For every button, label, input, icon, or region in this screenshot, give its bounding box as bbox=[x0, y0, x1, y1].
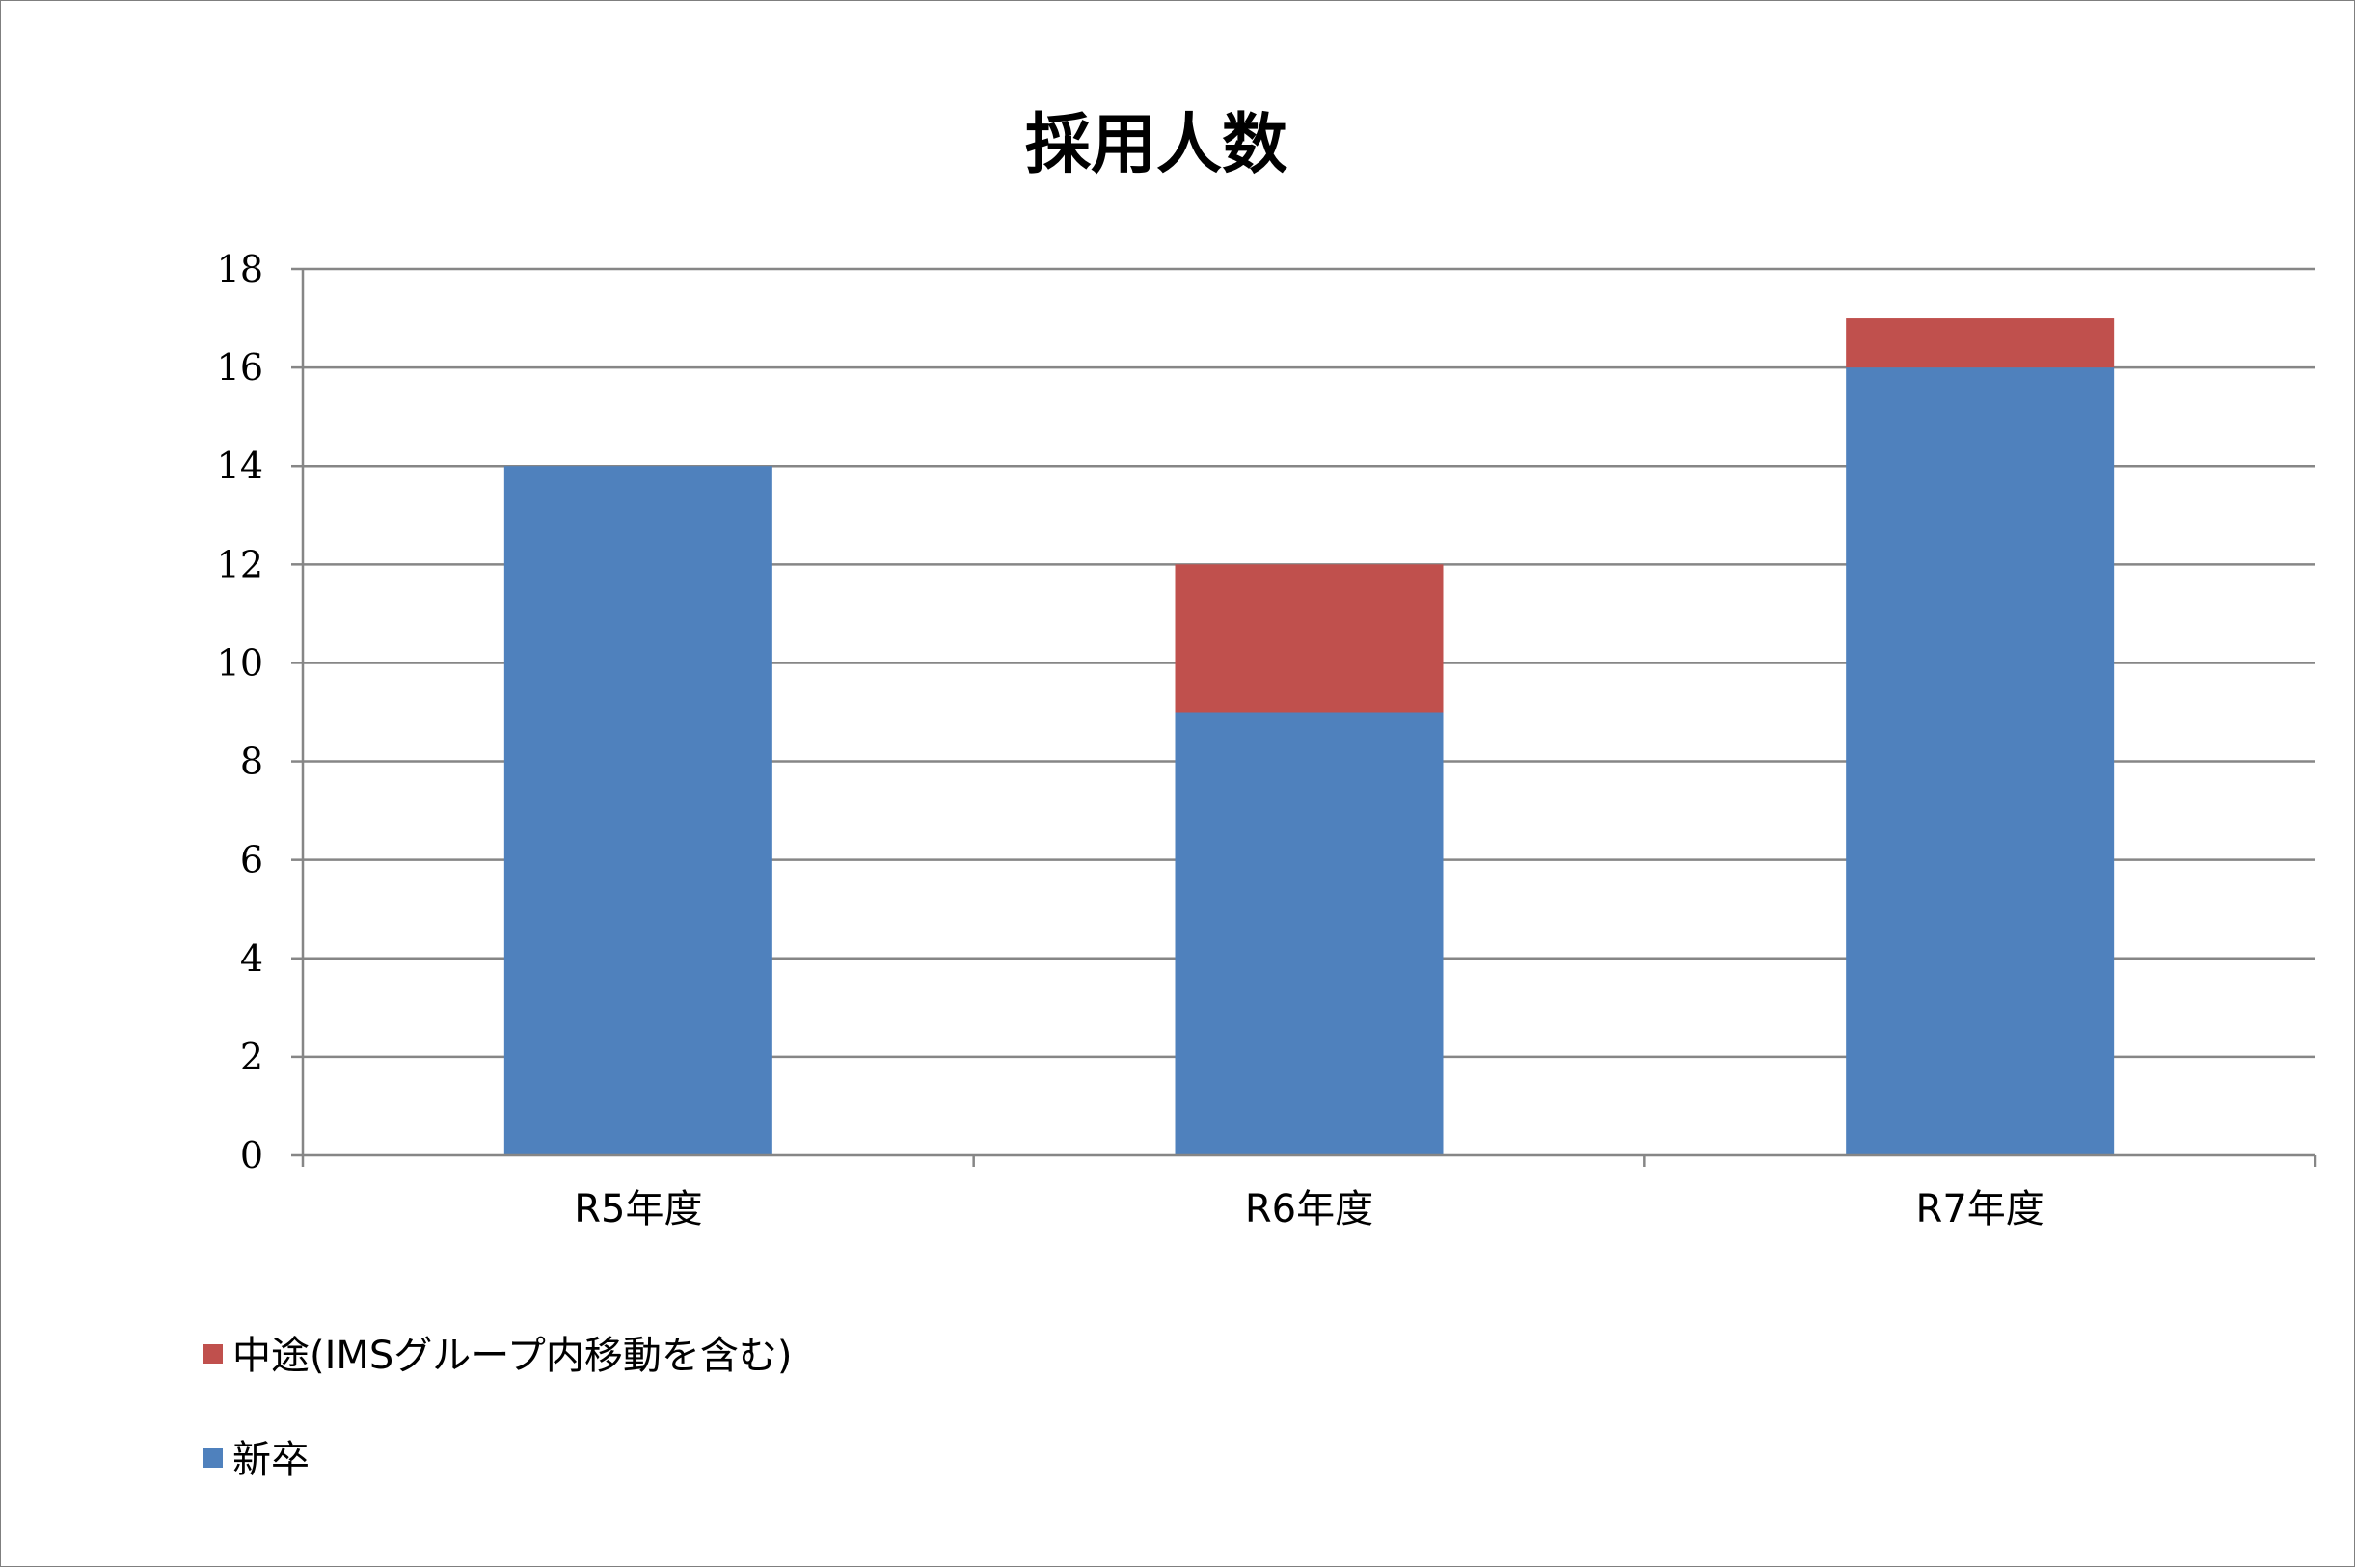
y-tick-label: 8 bbox=[240, 741, 263, 783]
y-tick-label: 18 bbox=[217, 248, 263, 290]
legend-label: 中途(IMSグループ内移動を含む) bbox=[232, 1334, 793, 1378]
y-tick-label: 14 bbox=[217, 445, 263, 487]
legend-label: 新卒 bbox=[232, 1438, 310, 1482]
bar-segment bbox=[1175, 712, 1444, 1155]
x-tick-label: R6年度 bbox=[1245, 1187, 1373, 1231]
legend: 中途(IMSグループ内移動を含む) 新卒 bbox=[203, 1334, 793, 1482]
x-tick-label: R5年度 bbox=[574, 1187, 702, 1231]
y-tick-label: 16 bbox=[217, 346, 263, 389]
y-tick-label: 12 bbox=[217, 543, 263, 585]
x-axis-ticks: R5年度 R6年度 R7年度 bbox=[301, 1155, 2317, 1231]
legend-swatch bbox=[203, 1448, 223, 1468]
bar-segment bbox=[503, 466, 772, 1155]
bar-segment bbox=[1175, 564, 1444, 713]
bars bbox=[503, 318, 2115, 1156]
bar-segment bbox=[1846, 318, 2115, 368]
y-tick-label: 10 bbox=[217, 641, 263, 684]
x-tick-label: R7年度 bbox=[1916, 1187, 2044, 1231]
y-tick-label: 4 bbox=[240, 937, 263, 980]
y-tick-label: 6 bbox=[240, 839, 263, 881]
legend-swatch bbox=[203, 1344, 223, 1364]
y-axis-ticks: 0 2 4 6 8 10 12 14 16 18 bbox=[217, 248, 303, 1176]
y-tick-label: 0 bbox=[240, 1134, 263, 1176]
chart-title: 採用人数 bbox=[1025, 107, 1287, 183]
bar-segment bbox=[1846, 367, 2115, 1156]
y-tick-label: 2 bbox=[240, 1036, 263, 1078]
